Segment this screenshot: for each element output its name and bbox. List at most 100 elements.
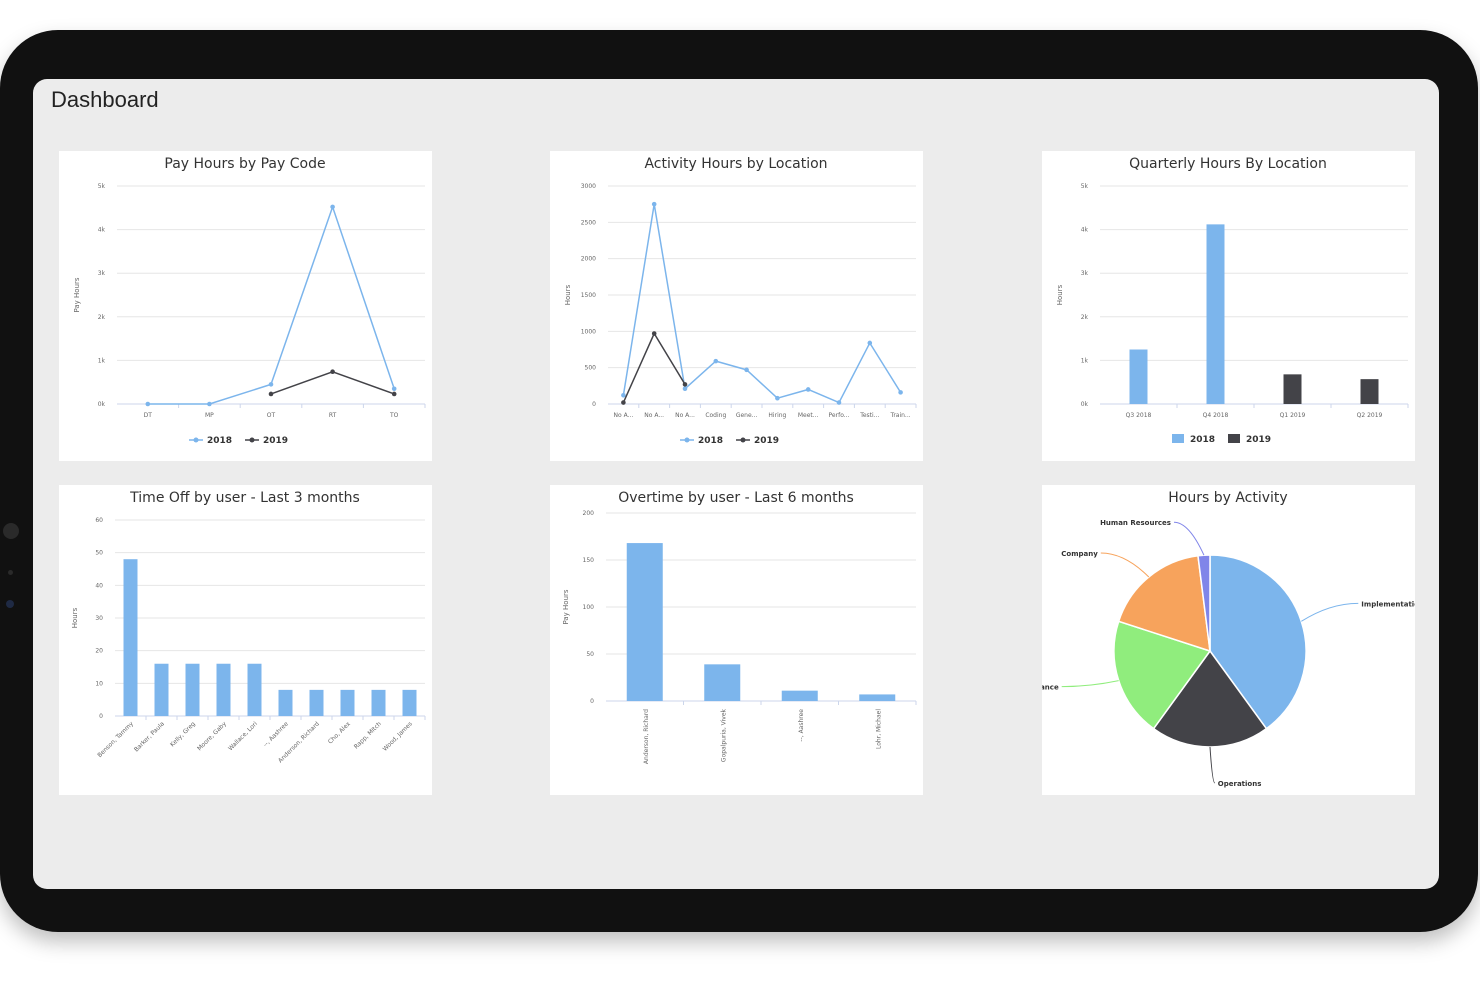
y-tick-label: 0 bbox=[592, 401, 596, 408]
data-point bbox=[268, 382, 274, 387]
pie-label: Implementation bbox=[1361, 600, 1415, 608]
pie-label: Finance bbox=[1042, 684, 1059, 692]
y-tick-label: 60 bbox=[95, 517, 103, 524]
chart-time-off-by-user: Time Off by user - Last 3 months 0 10 20 30… bbox=[71, 490, 426, 764]
card-overtime-by-user: Overtime by user - Last 6 months 0 50 100 1… bbox=[550, 485, 923, 795]
series-line-2019 bbox=[270, 370, 395, 395]
data-point bbox=[391, 391, 397, 397]
x-tick-label: Moore, Gaby bbox=[196, 720, 228, 752]
bar bbox=[340, 689, 355, 716]
y-tick-label: 3k bbox=[1081, 270, 1089, 277]
data-point bbox=[744, 367, 749, 373]
chart-activity-hours-by-location: Activity Hours by Location 0 500 1000 1500 2… bbox=[564, 156, 917, 446]
bar bbox=[1360, 379, 1379, 404]
x-tick-label: Rapp, Mitch bbox=[353, 720, 383, 750]
x-tick-label: Kelly, Greg bbox=[169, 720, 197, 748]
pie-label: Operations bbox=[1218, 780, 1262, 788]
y-axis-label: Pay Hours bbox=[562, 589, 570, 624]
series-line-2018 bbox=[147, 204, 395, 405]
chart-title: Activity Hours by Location bbox=[644, 156, 827, 172]
bar bbox=[1206, 224, 1225, 404]
legend-label: 2018 bbox=[1190, 435, 1215, 445]
legend-label: 2018 bbox=[207, 436, 232, 446]
pie-connector bbox=[1100, 552, 1150, 578]
bar bbox=[704, 664, 741, 701]
x-tick-label: Q1 2019 bbox=[1280, 412, 1306, 419]
bar bbox=[781, 690, 818, 701]
sensor-dot-icon bbox=[8, 570, 13, 575]
y-tick-label: 4k bbox=[1081, 227, 1089, 234]
x-tick-label: Gopalpuria, Vivek bbox=[720, 708, 727, 762]
x-tick-label: Cho, Alex bbox=[327, 720, 352, 745]
x-tick-label: RT bbox=[329, 412, 337, 419]
bar bbox=[185, 663, 200, 716]
bar bbox=[123, 559, 138, 716]
x-tick-label: Meet... bbox=[798, 412, 819, 419]
bar bbox=[626, 543, 663, 701]
y-tick-label: 50 bbox=[95, 550, 103, 557]
y-tick-label: 50 bbox=[586, 651, 594, 658]
x-tick-label: Testi... bbox=[859, 412, 879, 419]
data-point bbox=[207, 401, 212, 407]
x-tick-label: --, Aashree bbox=[262, 720, 290, 748]
bar bbox=[1129, 349, 1148, 404]
y-tick-label: 2k bbox=[1081, 314, 1089, 321]
legend-marker-icon bbox=[684, 437, 690, 443]
data-point bbox=[867, 340, 873, 346]
card-activity-hours-by-location: Activity Hours by Location 0 500 1000 1500 2… bbox=[550, 151, 923, 461]
pie-slice-finance bbox=[1113, 620, 1212, 730]
y-tick-label: 150 bbox=[583, 557, 595, 564]
data-point bbox=[836, 400, 842, 405]
legend-marker-icon bbox=[740, 437, 746, 443]
x-tick-label: --, Aashree bbox=[798, 709, 805, 742]
data-point bbox=[391, 386, 397, 392]
y-tick-label: 500 bbox=[585, 365, 597, 372]
x-tick-label: Wallace, Lori bbox=[227, 720, 259, 752]
y-tick-label: 3000 bbox=[581, 183, 596, 190]
y-tick-label: 100 bbox=[583, 604, 595, 611]
y-tick-label: 1500 bbox=[581, 292, 596, 299]
chart-hours-by-activity: Hours by Activity Implementation Operatio… bbox=[1042, 490, 1415, 788]
x-tick-label: OT bbox=[267, 412, 276, 419]
data-point bbox=[268, 391, 274, 397]
bar bbox=[859, 694, 896, 701]
y-tick-label: 2k bbox=[98, 314, 106, 321]
x-tick-label: Benson, Tammy bbox=[96, 720, 135, 759]
legend-swatch-icon bbox=[1172, 434, 1184, 443]
chart-pay-hours-by-pay-code: Pay Hours by Pay Code 0k 1k 2k 3k 4k 5k Pay Ho… bbox=[73, 156, 426, 446]
y-axis-label: Hours bbox=[1056, 284, 1064, 305]
bar bbox=[402, 689, 417, 716]
y-axis-label: Hours bbox=[71, 607, 79, 628]
bar bbox=[216, 663, 231, 716]
front-camera-icon bbox=[3, 523, 19, 539]
legend-marker-icon bbox=[193, 437, 199, 443]
x-tick-label: Anderson, Richard bbox=[643, 709, 650, 764]
legend-marker-icon bbox=[249, 437, 255, 443]
data-point bbox=[145, 401, 151, 407]
legend-swatch-icon bbox=[1228, 434, 1240, 443]
legend-label: 2019 bbox=[754, 436, 779, 446]
y-tick-label: 2500 bbox=[581, 219, 596, 226]
x-tick-label: No A... bbox=[644, 412, 664, 419]
y-tick-label: 2000 bbox=[581, 256, 596, 263]
x-tick-label: Q4 2018 bbox=[1203, 412, 1229, 419]
x-tick-label: Perfo... bbox=[829, 412, 850, 419]
y-tick-label: 1k bbox=[98, 357, 106, 364]
pie-label: Company bbox=[1061, 550, 1098, 558]
y-tick-label: 200 bbox=[583, 510, 595, 517]
x-tick-label: Lohr, Michael bbox=[875, 709, 882, 749]
card-hours-by-activity: Hours by Activity Implementation Operatio… bbox=[1042, 485, 1415, 795]
pie-connector bbox=[1061, 680, 1119, 688]
pie-connector bbox=[1173, 521, 1205, 556]
y-tick-label: 0 bbox=[590, 698, 594, 705]
data-point bbox=[898, 390, 903, 395]
chart-overtime-by-user: Overtime by user - Last 6 months 0 50 100 1… bbox=[562, 490, 917, 764]
legend-label: 2019 bbox=[1246, 435, 1271, 445]
pie-label: Human Resources bbox=[1100, 519, 1171, 527]
y-axis-label: Hours bbox=[564, 284, 572, 305]
legend-label: 2019 bbox=[263, 436, 288, 446]
x-tick-label: Hiring bbox=[768, 412, 786, 419]
bar bbox=[309, 689, 324, 716]
chart-quarterly-hours-by-location: Quarterly Hours By Location 0k 1k 2k 3k 4k 5k… bbox=[1056, 156, 1409, 445]
legend-label: 2018 bbox=[698, 436, 723, 446]
